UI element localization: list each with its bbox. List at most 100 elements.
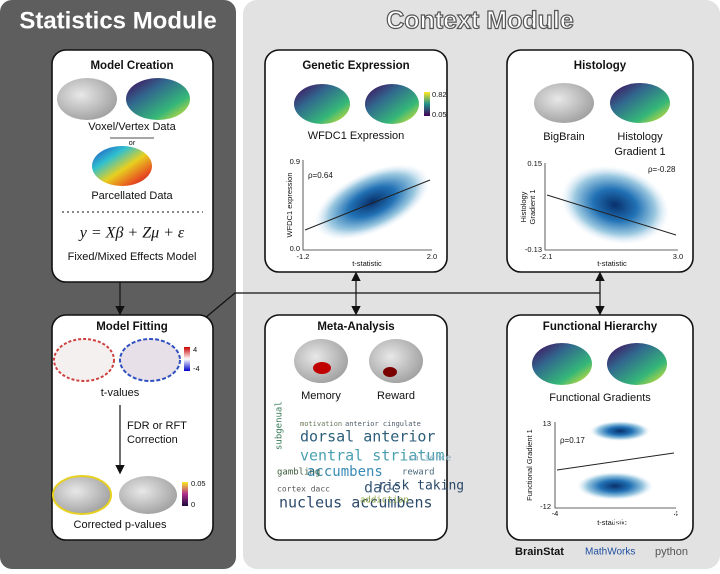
connector [204,292,600,319]
axis-label: Functional Gradient 1 [525,429,534,501]
logo: BrainStat [515,546,564,558]
axis-label: Histology [519,191,528,222]
word: salience [408,454,451,464]
label: WFDC1 Expression [308,130,405,142]
box-title: Functional Hierarchy [543,321,658,333]
tick-label: 0.15 [527,159,542,168]
axis-label: t-statistic [352,259,382,268]
label: Gradient 1 [614,146,665,158]
word: anterior cingulate [345,420,421,428]
rho: ρ=0.64 [308,171,333,180]
word: cortex dacc [277,485,330,494]
colorbar-label: 0 [191,500,195,509]
brain [52,475,112,515]
tick-label: 2.0 [427,252,437,261]
tick-label: 0.9 [290,157,300,166]
box-title: Histology [574,60,627,72]
brain [534,83,594,123]
word: accumbens [307,464,383,480]
brain [294,84,350,124]
colorbar [182,482,188,506]
label: t-values [101,387,140,399]
label: Voxel/Vertex Data [88,121,176,133]
axis [554,422,676,509]
colorbar-label: 4 [193,345,197,354]
brain [53,338,115,382]
brain [126,78,190,120]
module-title: Context Module [386,7,574,35]
rho: ρ=-0.28 [648,165,676,174]
axis [302,160,432,251]
brain [369,339,423,383]
axis-label: t-statistic [597,259,627,268]
word: addiction [360,496,409,506]
colorbar [184,347,190,371]
box-title: Model Creation [90,60,173,72]
axis-label: WFDC1 expression [285,172,294,237]
brain [92,146,152,186]
label: Correction [127,434,178,446]
regression-line [546,194,677,236]
density [314,164,430,240]
brain [57,78,117,120]
brain [365,84,419,124]
watermark: 茗创科技 [610,509,682,530]
logo: python [655,546,688,558]
label: Corrected p-values [74,519,167,531]
brain [294,339,348,383]
colorbar-label: 0.05 [191,479,206,488]
word: reward [402,468,435,478]
word: nucleus accumbens [279,494,433,512]
brain [610,83,670,123]
axis [544,163,678,251]
tick-label: -2.1 [540,252,553,261]
label: Functional Gradients [549,392,651,404]
activation [313,362,331,374]
word: subgenual [275,401,285,450]
tick-label: -4 [552,509,559,518]
word: gambling [277,468,320,478]
label: Histology [617,131,663,143]
label: BigBrain [543,131,585,143]
label: Memory [301,390,341,402]
label: Parcellated Data [91,190,173,202]
tick-label: 4 [674,509,678,518]
brain [119,476,177,514]
axis-label: t-statistic [597,518,627,527]
axis-label: Gradient 1 [528,189,537,224]
regression-line [304,179,431,231]
logo: MathWorks [585,547,635,558]
density-plot [544,163,678,251]
label: Fixed/Mixed Effects Model [68,251,197,263]
brain [119,338,181,382]
tick-label: 0.0 [290,244,300,253]
activation [383,367,397,377]
label: or [129,138,136,147]
colorbar-label: 0.05 [432,110,447,119]
word: risk taking [378,479,464,494]
equation: y = Xβ + Zμ + ε [78,225,185,242]
label: Reward [377,390,415,402]
box-title: Model Fitting [96,321,168,333]
box-title: Genetic Expression [302,60,409,72]
tick-label: 13 [543,419,551,428]
label: FDR or RFT [127,420,187,432]
density-plot [302,160,432,251]
word: motivation [300,420,342,428]
word: dacc [364,479,400,497]
tick-label: -12 [540,502,551,511]
density-plot [554,421,676,509]
box-title: Meta-Analysis [317,321,394,333]
tick-label: -1.2 [297,252,310,261]
module-title: Statistics Module [19,7,216,34]
word: dorsal anterior [300,428,435,446]
word: ventral striatum [300,447,445,465]
regression-line [556,452,675,471]
colorbar-label: -4 [193,364,200,373]
density [590,421,650,441]
brain [532,343,592,385]
rho: ρ=0.17 [560,436,585,445]
colorbar [424,92,430,116]
